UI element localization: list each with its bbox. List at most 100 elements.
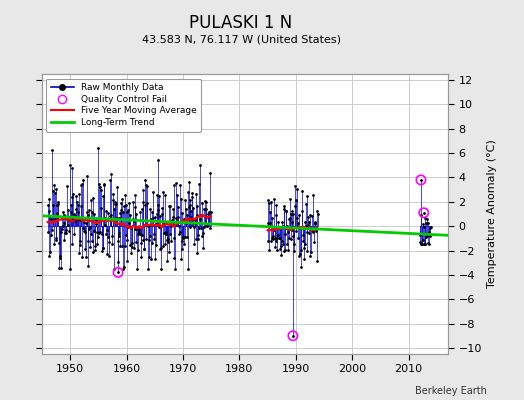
Point	[111, 199, 119, 206]
Point	[141, 176, 149, 183]
Point	[150, 255, 159, 262]
Point	[188, 190, 196, 196]
Point	[157, 245, 165, 252]
Point	[167, 223, 176, 229]
Point	[297, 264, 305, 270]
Point	[312, 228, 321, 234]
Point	[148, 240, 157, 246]
Point	[58, 209, 67, 215]
Point	[77, 217, 85, 223]
Point	[203, 222, 211, 229]
Point	[72, 216, 81, 223]
Point	[160, 230, 168, 236]
Point	[422, 220, 430, 226]
Point	[292, 185, 301, 192]
Point	[100, 182, 108, 188]
Point	[101, 215, 109, 221]
Point	[100, 245, 108, 252]
Point	[94, 145, 103, 151]
Point	[104, 210, 112, 216]
Point	[204, 208, 213, 215]
Point	[159, 220, 168, 227]
Point	[197, 225, 205, 231]
Point	[138, 232, 146, 238]
Point	[274, 218, 282, 225]
Point	[52, 237, 60, 244]
Point	[273, 235, 281, 242]
Point	[286, 215, 294, 221]
Point	[307, 249, 315, 255]
Point	[69, 215, 78, 222]
Point	[139, 237, 147, 243]
Point	[72, 192, 80, 199]
Point	[127, 250, 135, 256]
Point	[305, 212, 314, 218]
Point	[156, 213, 165, 220]
Point	[103, 251, 112, 257]
Point	[117, 206, 126, 213]
Point	[424, 240, 432, 246]
Point	[117, 199, 125, 206]
Point	[53, 202, 61, 208]
Point	[72, 206, 80, 212]
Point	[195, 162, 204, 168]
Point	[68, 194, 76, 200]
Point	[275, 224, 283, 230]
Point	[118, 196, 126, 202]
Point	[186, 202, 194, 208]
Point	[91, 243, 99, 249]
Point	[264, 238, 272, 244]
Point	[74, 209, 82, 216]
Point	[421, 241, 429, 248]
Point	[181, 197, 189, 203]
Point	[135, 226, 144, 233]
Point	[168, 216, 176, 223]
Point	[179, 234, 187, 240]
Point	[277, 252, 285, 258]
Point	[177, 196, 185, 202]
Point	[191, 217, 199, 223]
Point	[95, 229, 104, 235]
Point	[299, 238, 307, 244]
Point	[417, 241, 425, 248]
Point	[145, 206, 154, 213]
Point	[53, 210, 62, 216]
Point	[172, 180, 181, 186]
Point	[271, 202, 280, 208]
Point	[89, 195, 97, 201]
Point	[294, 235, 302, 242]
Point	[185, 179, 193, 185]
Point	[286, 196, 294, 202]
Point	[265, 247, 273, 253]
Point	[163, 236, 172, 242]
Point	[71, 218, 80, 224]
Point	[418, 241, 426, 248]
Point	[126, 242, 134, 248]
Point	[190, 224, 199, 230]
Point	[196, 216, 204, 222]
Point	[144, 266, 152, 272]
Point	[290, 241, 298, 248]
Point	[310, 220, 319, 226]
Point	[122, 237, 130, 244]
Point	[154, 202, 162, 209]
Point	[115, 229, 124, 236]
Point	[419, 221, 427, 227]
Point	[302, 201, 310, 208]
Point	[147, 256, 156, 263]
Point	[205, 212, 213, 218]
Y-axis label: Temperature Anomaly (°C): Temperature Anomaly (°C)	[487, 140, 497, 288]
Point	[206, 209, 215, 215]
Point	[89, 248, 97, 255]
Point	[81, 246, 90, 252]
Point	[151, 214, 159, 221]
Point	[58, 226, 66, 232]
Point	[73, 202, 82, 208]
Point	[309, 226, 318, 233]
Point	[61, 230, 69, 237]
Point	[79, 177, 87, 183]
Point	[62, 227, 71, 234]
Point	[96, 187, 105, 193]
Point	[420, 210, 428, 216]
Point	[188, 194, 196, 200]
